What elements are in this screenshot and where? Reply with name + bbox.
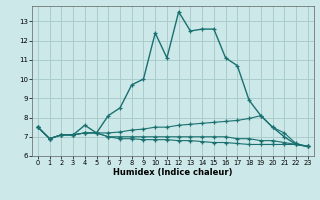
X-axis label: Humidex (Indice chaleur): Humidex (Indice chaleur) [113,168,233,177]
